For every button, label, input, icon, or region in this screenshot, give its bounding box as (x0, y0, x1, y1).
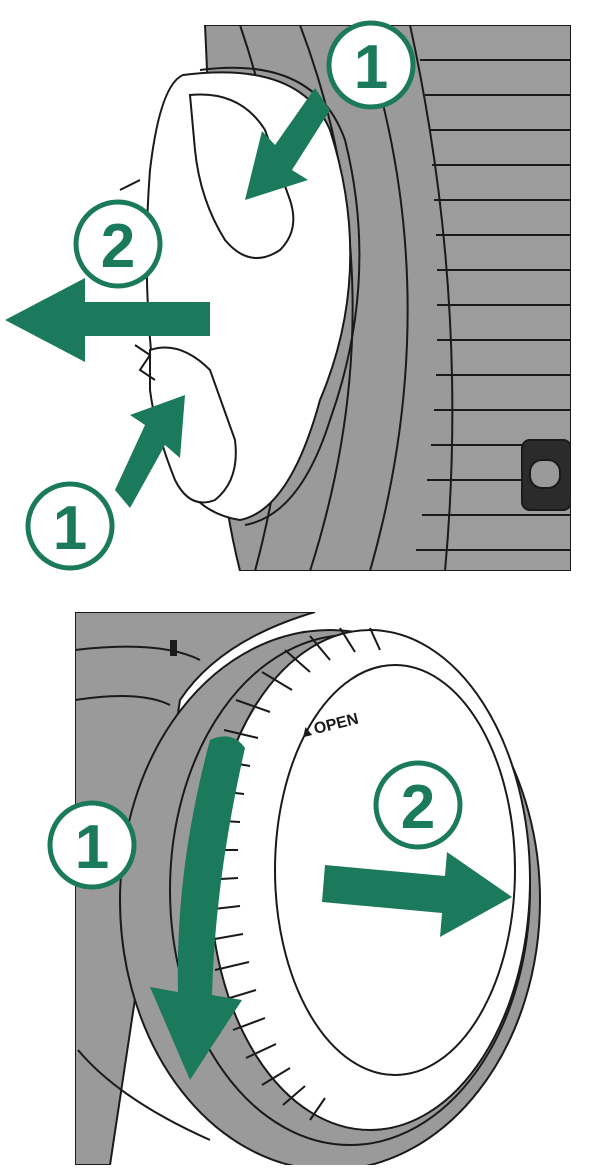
front-cap-diagram: 1 2 1 (5, 20, 571, 571)
pull-arrow-right (322, 852, 512, 937)
grip-ridges-front (416, 59, 571, 551)
front-lens-cap (119, 66, 361, 526)
step-number: 1 (354, 33, 388, 102)
step-number: 2 (401, 773, 435, 842)
cap-tab-top (188, 93, 295, 259)
step-number: 2 (101, 212, 135, 281)
cap-face (274, 664, 516, 1076)
pinch-arrow-top (245, 88, 330, 200)
mount-index-mark (170, 640, 177, 656)
pull-arrow-left (5, 278, 210, 362)
rear-cap-diagram: ▲OPEN 1 2 (47, 612, 541, 1165)
pinch-arrow-bottom (115, 395, 185, 508)
lens-body-rear (75, 612, 316, 1165)
step-badge-pull: 2 (73, 199, 163, 289)
step-badge-bottom: 1 (25, 481, 115, 571)
step-badge-pull-rear: 2 (373, 760, 463, 850)
rotate-arrow (150, 736, 245, 1080)
step-badge-top: 1 (326, 20, 416, 110)
step-badge-rotate: 1 (47, 800, 137, 890)
rear-lens-cap: ▲OPEN (202, 627, 531, 1131)
step-number: 1 (53, 494, 87, 563)
step-number: 1 (75, 813, 109, 882)
